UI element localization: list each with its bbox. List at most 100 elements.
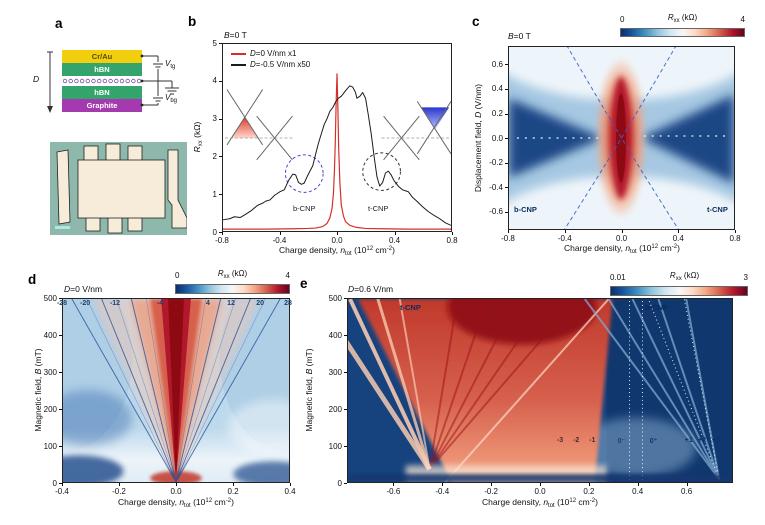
y-tick-label: 100 — [43, 441, 57, 451]
filling-factor-label: -3 — [556, 437, 564, 444]
fan-label: -20 — [80, 300, 91, 307]
y-tick-mark — [505, 211, 508, 213]
fan-label: -28 — [56, 300, 68, 307]
y-tick-label: 500 — [43, 293, 57, 303]
y-tick-label: -0.4 — [489, 182, 503, 192]
panel-d-colorbar-labels: 0 Rxx (kΩ) 4 — [175, 269, 290, 280]
x-tick-label: -0.4 — [55, 487, 69, 496]
y-tick-mark — [219, 80, 222, 82]
y-tick-label: -0.6 — [489, 207, 503, 217]
panel-c-bcnp-label: b-CNP — [514, 205, 537, 214]
colorbar-max: 4 — [285, 271, 290, 280]
x-tick-mark — [394, 232, 396, 235]
y-tick-label: 200 — [43, 404, 57, 414]
y-tick-mark — [344, 335, 347, 336]
dotted-gap-trajectories — [629, 299, 720, 481]
y-tick-mark — [505, 88, 508, 90]
x-tick-mark — [508, 230, 509, 233]
panel-b-legend: D=0 V/nm x1 D=-0.5 V/nm x50 — [231, 48, 310, 70]
panel-c-tcnp-label: t-CNP — [707, 205, 728, 214]
x-tick-mark — [290, 483, 291, 486]
curve-series-1 — [223, 85, 451, 226]
y-tick-label: 0 — [212, 227, 217, 237]
y-tick-mark — [505, 113, 508, 115]
panel-c-colorbar — [620, 28, 745, 37]
fan-label: 20 — [256, 300, 264, 307]
panel-e-tcnp-label: t-CNP — [400, 303, 421, 312]
panel-e-yaxis-label: Magnetic field, B (mT) — [304, 348, 314, 432]
x-tick-label: 0.6 — [681, 487, 693, 496]
y-tick-mark — [59, 409, 62, 410]
layer-hbn-bottom: hBN — [62, 86, 142, 99]
dirac-cone-inset-left — [224, 89, 293, 161]
x-tick-mark — [621, 230, 623, 233]
x-tick-label: 0.8 — [446, 236, 458, 245]
y-tick-label: 400 — [43, 330, 57, 340]
panel-c-letter: c — [472, 14, 480, 29]
panel-b-bcnp-label: b-CNP — [293, 204, 316, 213]
electrode-left — [56, 149, 71, 225]
y-tick-label: 0.6 — [491, 59, 503, 69]
x-tick-mark — [686, 483, 688, 486]
colorbar-min: 0.01 — [610, 273, 626, 282]
layer-crau: Cr/Au — [62, 50, 142, 63]
panel-b-curves — [223, 73, 451, 230]
filling-factor-label: 0⁺ — [649, 438, 658, 445]
panel-c-heatmap — [508, 46, 735, 230]
panel-b-plot: D=0 V/nm x1 D=-0.5 V/nm x50 — [222, 43, 452, 232]
y-tick-label: 4 — [212, 76, 217, 86]
y-tick-label: 3 — [212, 114, 217, 124]
y-tick-label: -0.2 — [489, 158, 503, 167]
fan-lines-right — [583, 299, 721, 480]
y-tick-mark — [59, 335, 62, 336]
y-tick-label: 200 — [328, 404, 342, 414]
x-tick-label: 0.4 — [632, 487, 644, 496]
panel-b-letter: b — [188, 14, 197, 29]
layer-graphene-dots — [62, 78, 142, 84]
x-tick-mark — [279, 232, 281, 235]
x-tick-mark — [119, 483, 120, 486]
x-tick-mark — [452, 232, 453, 235]
y-tick-mark — [219, 156, 222, 158]
layer-graphite: Graphite — [62, 99, 142, 112]
panel-e-colorbar-labels: 0.01 Rxx (kΩ) 3 — [610, 271, 748, 282]
x-tick-mark — [62, 483, 63, 486]
y-tick-label: 5 — [212, 38, 217, 48]
vbg-label: Vbg — [165, 93, 178, 104]
x-tick-label: -0.2 — [484, 487, 498, 496]
vtg-label: Vtg — [165, 59, 176, 70]
panel-e-xaxis-label: Charge density, ntot (1012 cm-2) — [482, 497, 598, 509]
y-tick-mark — [219, 232, 222, 233]
x-tick-mark — [735, 230, 736, 233]
x-tick-label: 0.0 — [534, 487, 546, 496]
legend-swatch — [231, 63, 246, 66]
legend-swatch — [231, 52, 246, 55]
y-tick-label: 0.4 — [491, 84, 503, 94]
fan-label: -4 — [156, 300, 164, 307]
device-micrograph — [50, 142, 187, 235]
panel-c-xaxis-label: Charge density, ntot (1012 cm-2) — [564, 243, 680, 255]
y-tick-label: 2 — [212, 151, 217, 161]
x-tick-label: -0.8 — [501, 234, 515, 243]
landau-fan-red — [92, 299, 260, 482]
y-tick-mark — [505, 64, 508, 66]
electrode-right — [167, 149, 187, 229]
layer-hbn-top: hBN — [62, 63, 142, 76]
x-tick-mark — [564, 230, 566, 233]
panel-c-title: B=0 T — [508, 31, 531, 41]
electrode-top-2 — [105, 143, 121, 163]
y-tick-label: 0 — [52, 478, 57, 488]
y-tick-mark — [505, 138, 508, 139]
panel-b-xaxis-label: Charge density, ntot (1012 cm-2) — [279, 245, 395, 257]
high-rxx-region — [357, 299, 613, 482]
y-tick-mark — [505, 187, 508, 189]
panel-d-title: D=0 V/nm — [64, 284, 103, 294]
x-tick-mark — [637, 483, 639, 486]
noise-line — [516, 135, 730, 139]
curve-series-0 — [223, 73, 451, 230]
colorbar-max: 4 — [740, 15, 745, 24]
legend-item-red: D=0 V/nm x1 — [231, 48, 310, 59]
x-tick-label: -0.6 — [386, 487, 401, 496]
x-tick-label: 0.0 — [170, 487, 182, 496]
y-tick-mark — [219, 194, 222, 196]
